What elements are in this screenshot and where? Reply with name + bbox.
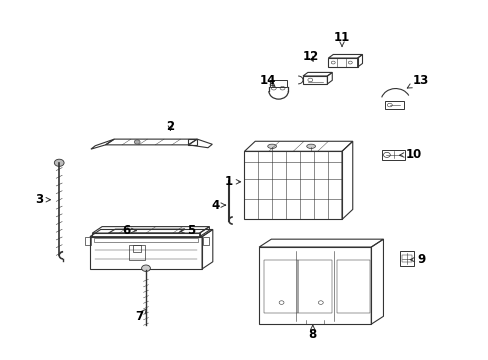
- Circle shape: [134, 140, 140, 144]
- Bar: [90, 237, 202, 269]
- Circle shape: [54, 159, 64, 166]
- Text: 10: 10: [399, 148, 422, 161]
- Bar: [85, 237, 91, 245]
- Text: 14: 14: [259, 74, 276, 87]
- Bar: [399, 251, 413, 266]
- Text: 13: 13: [407, 74, 428, 88]
- Bar: [264, 260, 297, 312]
- Text: 1: 1: [224, 175, 240, 188]
- Text: 4: 4: [211, 199, 225, 212]
- Bar: [401, 255, 411, 262]
- Text: 9: 9: [409, 253, 424, 266]
- Text: 2: 2: [166, 121, 174, 134]
- Text: 11: 11: [333, 31, 349, 47]
- Text: 7: 7: [135, 309, 146, 324]
- Bar: [270, 80, 287, 87]
- Bar: [133, 244, 141, 252]
- Bar: [381, 149, 405, 160]
- Bar: [244, 151, 341, 220]
- Text: 3: 3: [36, 193, 50, 206]
- Text: 5: 5: [180, 224, 195, 237]
- Bar: [203, 237, 208, 245]
- Ellipse shape: [306, 144, 315, 148]
- Bar: [336, 260, 369, 312]
- Bar: [298, 260, 331, 312]
- Text: 12: 12: [302, 50, 318, 63]
- Text: 8: 8: [308, 325, 316, 341]
- Bar: [259, 247, 370, 324]
- Circle shape: [142, 265, 150, 271]
- Bar: [94, 238, 198, 242]
- Bar: [328, 58, 357, 67]
- Bar: [303, 76, 327, 84]
- Bar: [129, 245, 144, 260]
- Text: 6: 6: [122, 224, 136, 237]
- Ellipse shape: [267, 144, 276, 148]
- Bar: [384, 101, 404, 109]
